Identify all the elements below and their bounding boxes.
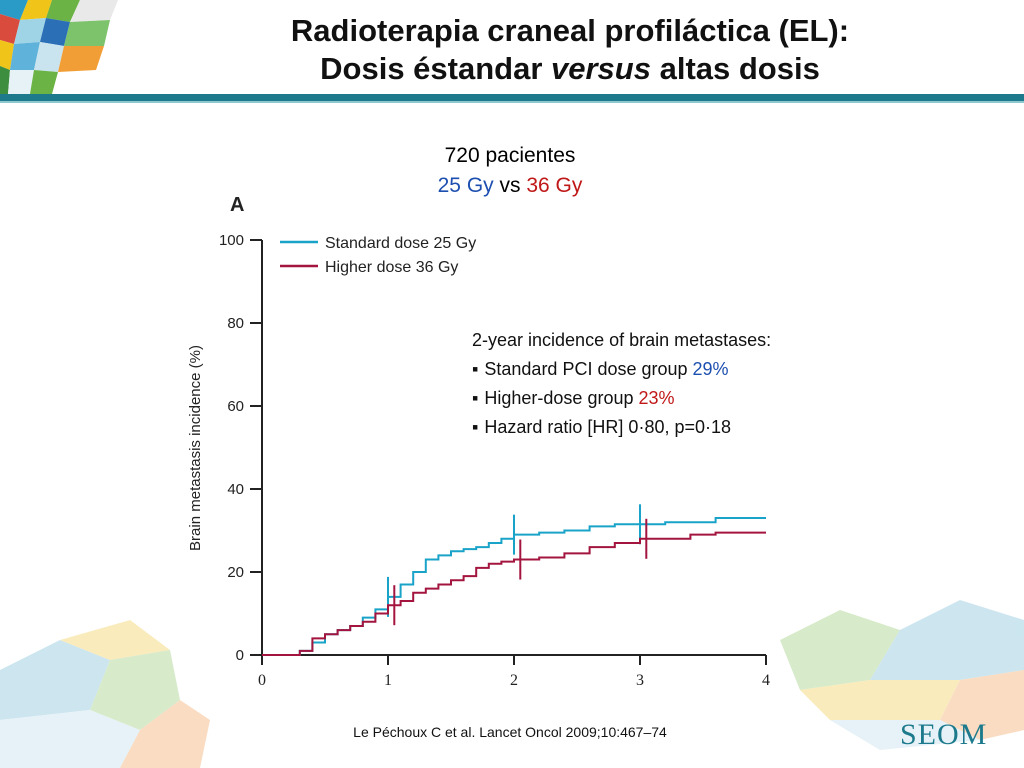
y-axis-label: Brain metastasis incidence (%) xyxy=(187,345,204,551)
dose-higher: 36 Gy xyxy=(526,174,583,197)
mosaic-footer-icon xyxy=(0,600,1024,768)
title-divider-light xyxy=(0,101,1024,103)
standard-incidence-value: 29% xyxy=(692,359,729,379)
y-tick-label: 100 xyxy=(219,232,244,249)
y-tick-label: 0 xyxy=(236,647,244,664)
seom-logo: SEOM xyxy=(900,718,988,751)
chart-ticks: 0 20 40 60 80 100 0 1 2 3 4 xyxy=(219,232,770,689)
y-tick-label: 20 xyxy=(227,564,244,581)
mosaic-logo-icon xyxy=(0,0,118,94)
chart-axes xyxy=(261,240,766,656)
chart-series xyxy=(262,504,766,656)
x-tick-label: 0 xyxy=(258,672,266,689)
page-title: Radioterapia craneal profiláctica (EL): … xyxy=(130,12,1010,88)
chart-legend: Standard dose 25 Gy Higher dose 36 Gy xyxy=(280,235,476,276)
summary-item-hazard-ratio: Hazard ratio [HR] 0·80, p=0·18 xyxy=(472,413,872,442)
dose-vs: vs xyxy=(499,174,521,197)
legend-label: Standard dose 25 Gy xyxy=(325,235,476,252)
summary-item-higher: Higher-dose group 23% xyxy=(472,384,872,413)
x-tick-label: 4 xyxy=(762,672,770,689)
higher-incidence-value: 23% xyxy=(638,388,675,408)
y-tick-label: 40 xyxy=(227,481,244,498)
incidence-summary: 2-year incidence of brain metastases: St… xyxy=(472,326,872,442)
title-line-2: Dosis éstandar versus altas dosis xyxy=(130,50,1010,88)
summary-heading: 2-year incidence of brain metastases: xyxy=(472,330,772,350)
title-part-c: altas dosis xyxy=(650,51,820,86)
x-tick-label: 2 xyxy=(510,672,518,689)
y-tick-label: 60 xyxy=(227,398,244,415)
dose-standard: 25 Gy xyxy=(437,174,494,197)
citation: Le Péchoux C et al. Lancet Oncol 2009;10… xyxy=(353,724,667,740)
series-line-higher xyxy=(262,531,766,656)
x-tick-label: 1 xyxy=(384,672,392,689)
y-tick-label: 80 xyxy=(227,315,244,332)
summary-item-standard: Standard PCI dose group 29% xyxy=(472,355,872,384)
panel-label: A xyxy=(230,194,244,216)
title-part-a: Dosis éstandar xyxy=(320,51,552,86)
dose-comparison: 25 Gy vs 36 Gy xyxy=(360,174,660,198)
legend-label: Higher dose 36 Gy xyxy=(325,259,458,276)
title-line-1: Radioterapia craneal profiláctica (EL): xyxy=(290,13,850,48)
title-part-italic: versus xyxy=(551,51,651,86)
title-divider xyxy=(0,94,1024,101)
x-tick-label: 3 xyxy=(636,672,644,689)
patients-count: 720 pacientes xyxy=(444,144,576,167)
